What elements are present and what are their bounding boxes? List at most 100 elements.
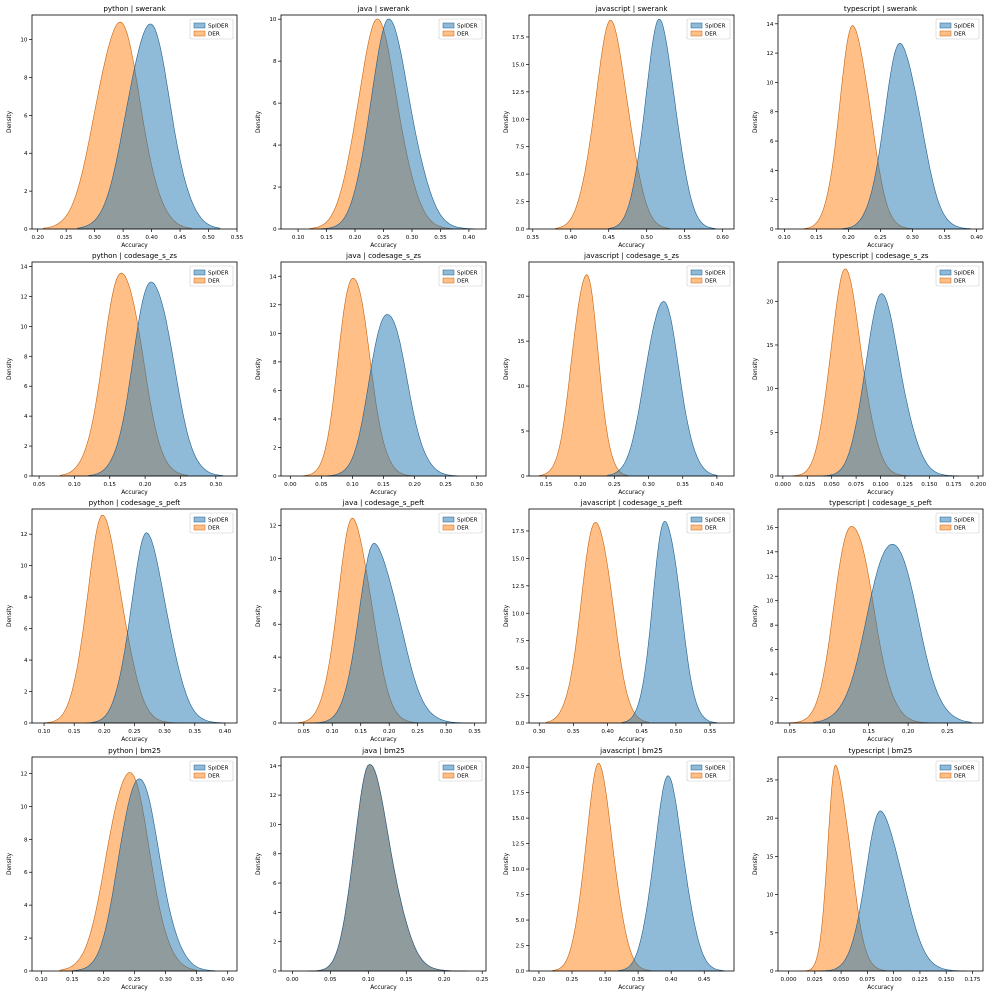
x-tick-label: 0.15 [540, 482, 553, 488]
y-tick-label: 10 [269, 556, 277, 562]
y-tick-label: 6 [24, 113, 28, 119]
density-area-spider [327, 314, 459, 477]
y-tick-label: 20 [766, 299, 774, 305]
x-tick-label: 0.30 [210, 482, 223, 488]
legend-swatch-der [690, 772, 703, 779]
y-tick-label: 6 [273, 388, 277, 394]
y-tick-label: 14 [766, 22, 774, 28]
x-tick-label: 0.000 [775, 482, 791, 488]
y-tick-label: 8 [24, 595, 28, 601]
legend-swatch-der [193, 30, 206, 37]
legend-swatch-der [939, 30, 952, 37]
legend-swatch-spider [690, 269, 703, 276]
x-tick-label: 0.55 [704, 729, 717, 735]
x-tick-label: 0.050 [824, 482, 840, 488]
subplot: python | swerank 0.20 0.25 0.30 0.35 0.40 0.45… [7, 4, 244, 249]
x-tick-label: 0.15 [66, 977, 79, 983]
x-tick-label: 0.125 [897, 482, 913, 488]
legend-swatch-der [939, 524, 952, 531]
subplot: java | codesage_s_zs 0.00 0.05 0.10 0.15 0.20… [256, 251, 487, 496]
y-tick-label: 15.0 [512, 62, 525, 68]
y-tick-label: 20 [517, 294, 525, 300]
legend: SpIDER DER [438, 512, 483, 534]
y-tick-label: 5.0 [516, 172, 525, 178]
y-tick-label: 5 [770, 931, 774, 937]
x-axis-label: Accuracy [618, 243, 645, 249]
axes-frame [528, 508, 735, 724]
x-tick-label: 0.200 [970, 482, 986, 488]
x-axis-label: Accuracy [370, 490, 397, 496]
x-tick-label: 0.15 [68, 729, 81, 735]
x-tick-label: 0.25 [128, 729, 141, 735]
y-tick-label: 2 [770, 697, 774, 703]
y-tick-label: 5 [770, 430, 774, 436]
x-tick-label: 0.15 [354, 729, 367, 735]
x-tick-label: 0.10 [326, 729, 339, 735]
legend-label: DER [208, 774, 220, 780]
x-axis-label: Accuracy [370, 737, 397, 743]
y-axis-label: Density [504, 357, 510, 380]
x-tick-label: 0.10 [68, 482, 81, 488]
x-tick-label: 0.40 [601, 729, 614, 735]
density-area-der [545, 522, 649, 724]
x-tick-label: 0.50 [670, 729, 683, 735]
y-axis-label: Density [256, 604, 262, 627]
x-tick-label: 0.20 [139, 482, 152, 488]
density-area-spider [88, 281, 224, 477]
x-tick-label: 0.45 [698, 977, 711, 983]
y-tick-label: 10 [20, 564, 28, 570]
x-tick-label: 0.150 [921, 482, 937, 488]
x-tick-label: 0.10 [823, 729, 836, 735]
y-tick-label: 14 [766, 550, 774, 556]
x-tick-label: 0.150 [938, 977, 954, 983]
legend-swatch-der [193, 524, 206, 531]
y-tick-label: 6 [24, 627, 28, 633]
x-tick-label: 0.15 [810, 235, 823, 241]
legend-label: DER [954, 774, 966, 780]
y-tick-label: 2 [24, 189, 28, 195]
x-tick-label: 0.00 [284, 482, 297, 488]
x-axis-label: Accuracy [867, 243, 894, 249]
x-tick-label: 0.20 [408, 482, 421, 488]
y-tick-label: 10 [766, 893, 774, 899]
legend: SpIDER DER [935, 512, 980, 534]
x-tick-label: 0.10 [38, 729, 51, 735]
legend-label: SpIDER [457, 24, 478, 30]
y-tick-label: 6 [273, 622, 277, 628]
subplot: javascript | swerank 0.35 0.40 0.45 0.50 0.55… [504, 4, 735, 249]
legend: SpIDER DER [438, 265, 483, 287]
density-area-spider [86, 532, 226, 724]
x-tick-label: 0.30 [406, 235, 419, 241]
y-tick-label: 10 [20, 324, 28, 330]
y-tick-label: 0 [521, 474, 525, 480]
legend: SpIDER DER [935, 265, 980, 287]
y-tick-label: 2 [273, 185, 277, 191]
x-tick-label: 0.05 [784, 729, 797, 735]
y-tick-label: 4 [24, 414, 28, 420]
x-tick-label: 0.55 [231, 235, 244, 241]
legend-label: DER [705, 279, 717, 285]
subplot: python | bm25 0.10 0.15 0.20 0.25 0.30 0.35 0.4… [7, 746, 238, 991]
legend-swatch-spider [939, 764, 952, 771]
subplot-title: typescript | bm25 [849, 746, 913, 755]
y-tick-label: 17.5 [512, 35, 525, 41]
y-axis-label: Density [753, 604, 759, 627]
y-tick-label: 0 [770, 227, 774, 233]
x-tick-label: 0.30 [599, 977, 612, 983]
legend: SpIDER DER [189, 760, 234, 782]
y-tick-label: 15.0 [512, 816, 525, 822]
x-axis-label: Accuracy [867, 490, 894, 496]
legend-label: SpIDER [705, 271, 726, 277]
legend-swatch-spider [939, 269, 952, 276]
legend-swatch-spider [442, 764, 455, 771]
x-axis-label: Accuracy [618, 737, 645, 743]
y-tick-label: 12.5 [512, 842, 525, 848]
subplot: typescript | bm25 0.000 0.025 0.050 0.075 0.1… [753, 746, 984, 991]
y-tick-label: 15.0 [512, 556, 525, 562]
subplot: java | swerank 0.10 0.15 0.20 0.25 0.30 0.35 0.… [256, 4, 487, 249]
y-axis-label: Density [7, 852, 13, 875]
subplot: typescript | codesage_s_peft 0.05 0.10 0.15… [753, 498, 984, 743]
y-tick-label: 4 [770, 672, 774, 678]
subplot: javascript | codesage_s_zs 0.15 0.20 0.25 0.… [504, 251, 735, 496]
y-tick-label: 12 [269, 303, 276, 309]
